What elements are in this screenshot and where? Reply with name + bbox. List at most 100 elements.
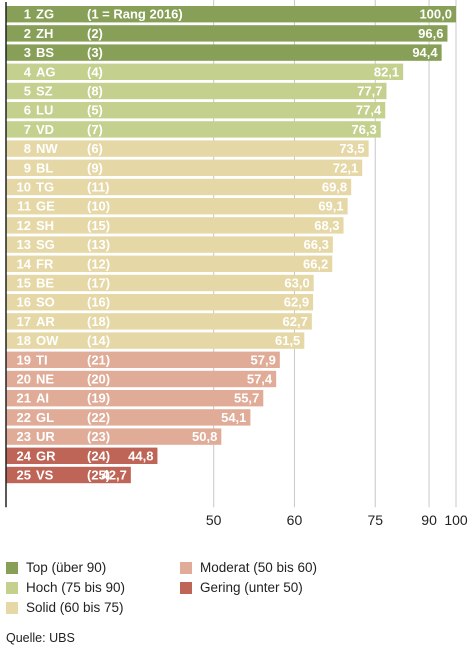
bar-rank-ZH: 2 <box>24 26 31 41</box>
bar-prev-rank-SH: (15) <box>87 218 110 233</box>
bar-canton-OW: OW <box>36 333 59 348</box>
bar-value-NE: 57,4 <box>247 372 273 387</box>
bar-prev-rank-NW: (6) <box>87 141 103 156</box>
bar-value-BS: 94,4 <box>412 45 438 60</box>
bar-canton-VS: VS <box>36 468 54 483</box>
bar-GL <box>6 409 251 426</box>
bar-value-AG: 82,1 <box>374 64 399 79</box>
bar-TI <box>6 351 280 368</box>
bar-rank-BL: 9 <box>24 160 31 175</box>
legend-swatch-hoch <box>6 581 18 594</box>
bar-canton-AI: AI <box>36 391 49 406</box>
legend-item-solid: Solid (60 bis 75) <box>6 600 124 615</box>
bar-rank-SH: 12 <box>17 218 31 233</box>
bar-canton-AG: AG <box>36 64 56 79</box>
bar-row-SG: 13 SG (13) 66,3 <box>6 236 333 253</box>
bar-prev-rank-GR: (24) <box>87 448 110 463</box>
bar-row-GR: 24 GR (24) 44,8 <box>6 447 158 464</box>
bar-canton-JU: JU <box>36 487 53 502</box>
bar-FR <box>6 255 333 272</box>
bar-prev-rank-GL: (22) <box>87 410 110 425</box>
bar-value-ZG: 100,0 <box>419 7 452 22</box>
bar-AI <box>6 390 264 407</box>
bar-canton-TI: TI <box>36 352 48 367</box>
bar-rank-TI: 19 <box>17 352 31 367</box>
bar-rank-FR: 14 <box>17 256 32 271</box>
bar-row-NE: 20 NE (20) 57,4 <box>6 370 277 388</box>
bar-canton-SO: SO <box>36 295 55 310</box>
bar-row-TI: 19 TI (21) 57,9 <box>6 351 280 368</box>
bar-SH <box>6 217 344 234</box>
legend-label-moderat: Moderat (50 bis 60) <box>200 560 318 575</box>
bar-row-ZG: 1 ZG (1 = Rang 2016) 100,0 <box>6 6 456 23</box>
bar-BE <box>6 274 314 292</box>
bar-value-GL: 54,1 <box>221 410 246 425</box>
bar-canton-AR: AR <box>36 314 55 329</box>
bar-value-FR: 66,2 <box>303 256 328 271</box>
bar-BL <box>6 159 363 176</box>
ranking-bar-chart: 1 ZG (1 = Rang 2016) 100,0 2 ZH (2) 96,6 3 BS (3) 9… <box>0 0 468 529</box>
bar-prev-rank-AI: (19) <box>87 391 110 406</box>
bar-row-AR: 17 AR (18) 62,7 <box>6 313 312 330</box>
bar-NE <box>6 370 277 388</box>
bar-row-NW: 8 NW (6) 73,5 <box>6 140 369 157</box>
bar-rank-SO: 16 <box>17 295 31 310</box>
bar-row-JU: 26 JU (26) 35,0 <box>0 487 110 502</box>
bar-prev-rank-SG: (13) <box>87 237 110 252</box>
bar-value-NW: 73,5 <box>339 141 364 156</box>
x-tick-labels: 50 60 75 90 100 <box>206 512 468 528</box>
bar-AR <box>6 313 312 330</box>
bar-canton-TG: TG <box>36 180 54 195</box>
bar-AG <box>6 63 404 80</box>
bar-canton-ZG: ZG <box>36 7 54 22</box>
legend-label-gering: Gering (unter 50) <box>200 580 303 595</box>
bar-canton-SH: SH <box>36 218 54 233</box>
bar-value-TI: 57,9 <box>251 352 276 367</box>
bar-value-TG: 69,8 <box>322 180 347 195</box>
bar-row-SZ: 5 SZ (8) 77,7 <box>6 82 387 100</box>
bar-prev-rank-JU: (26) <box>87 487 110 502</box>
bar-value-LU: 77,4 <box>356 103 382 118</box>
bar-value-SZ: 77,7 <box>357 84 382 99</box>
bar-prev-rank-TI: (21) <box>87 352 110 367</box>
bar-row-LU: 6 LU (5) 77,4 <box>6 102 386 119</box>
bar-row-AI: 21 AI (19) 55,7 <box>6 390 264 407</box>
bar-prev-rank-TG: (11) <box>87 180 109 195</box>
bar-TG <box>6 178 352 196</box>
bar-rank-VS: 25 <box>17 468 31 483</box>
bar-value-UR: 50,8 <box>192 429 217 444</box>
bar-canton-GR: GR <box>36 448 56 463</box>
legend: Top (über 90) Hoch (75 bis 90) Solid (60… <box>6 560 466 616</box>
bar-rank-ZG: 1 <box>24 7 31 22</box>
bar-canton-FR: FR <box>36 256 54 271</box>
x-tick-label-50: 50 <box>206 512 222 528</box>
bar-ZH <box>6 25 448 42</box>
bar-canton-VD: VD <box>36 122 54 137</box>
bar-prev-rank-ZH: (2) <box>87 26 103 41</box>
bar-prev-rank-AR: (18) <box>87 314 110 329</box>
x-tick-label-100: 100 <box>444 512 468 528</box>
bar-row-SH: 12 SH (15) 68,3 <box>6 217 344 234</box>
bar-value-SO: 62,9 <box>284 295 309 310</box>
legend-item-hoch: Hoch (75 bis 90) <box>6 580 125 595</box>
bar-rank-GL: 22 <box>17 410 31 425</box>
bar-SG <box>6 236 333 253</box>
bar-prev-rank-SZ: (8) <box>87 84 103 99</box>
bar-value-GE: 69,1 <box>318 199 343 214</box>
bar-value-OW: 61,5 <box>275 333 300 348</box>
bar-VD <box>6 121 381 138</box>
bar-rank-TG: 10 <box>17 180 31 195</box>
legend-label-top: Top (über 90) <box>26 560 107 575</box>
bar-OW <box>6 332 305 349</box>
legend-label-hoch: Hoch (75 bis 90) <box>26 580 126 595</box>
bar-NW <box>6 140 369 157</box>
bar-canton-LU: LU <box>36 103 53 118</box>
bar-rank-SZ: 5 <box>24 84 31 99</box>
bar-row-UR: 23 UR (23) 50,8 <box>6 428 222 445</box>
bar-GR <box>6 447 158 464</box>
bar-value-GR: 44,8 <box>128 448 153 463</box>
bar-prev-rank-AG: (4) <box>87 64 103 79</box>
bar-canton-NE: NE <box>36 372 54 387</box>
bar-VS <box>6 466 131 484</box>
bar-prev-rank-BE: (17) <box>87 276 110 291</box>
